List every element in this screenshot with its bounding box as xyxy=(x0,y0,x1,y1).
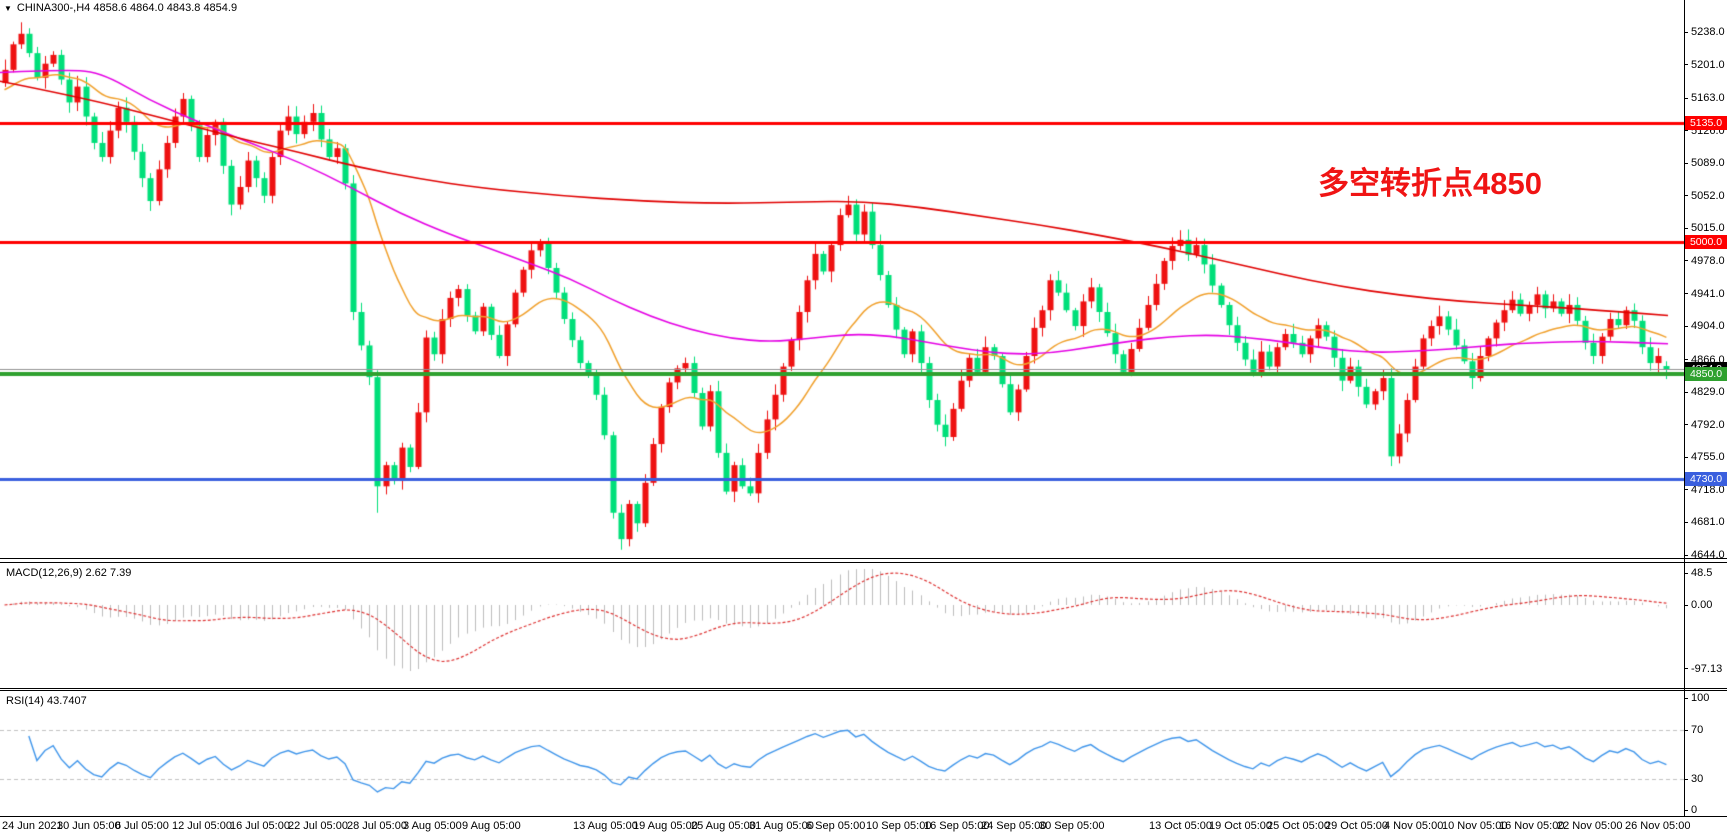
macd-main-value: 2.62 xyxy=(85,567,107,579)
price-tick-label: 5052.0 xyxy=(1684,190,1725,202)
time-tick-label: 24 Jun 2021 xyxy=(2,820,63,832)
price-tick-label: 5238.0 xyxy=(1684,26,1725,38)
macd-indicator-label: MACD(12,26,9) 2.62 7.39 xyxy=(6,567,131,579)
main-price-chart[interactable] xyxy=(0,0,1684,558)
time-tick-label: 6 Jul 05:00 xyxy=(115,820,169,832)
rsi-tick-label: 0 xyxy=(1684,804,1697,816)
time-tick-label: 9 Aug 05:00 xyxy=(462,820,521,832)
time-tick-label: 29 Oct 05:00 xyxy=(1325,820,1388,832)
time-tick-label: 22 Jul 05:00 xyxy=(288,820,348,832)
time-tick-label: 6 Sep 05:00 xyxy=(806,820,866,832)
price-tick-label: 4718.0 xyxy=(1684,484,1725,496)
time-tick-label: 25 Oct 05:00 xyxy=(1267,820,1330,832)
macd-name: MACD(12,26,9) xyxy=(6,567,83,579)
time-tick-label: 31 Aug 05:00 xyxy=(749,820,814,832)
macd-signal-value: 7.39 xyxy=(109,567,132,579)
rsi-indicator-label: RSI(14) 43.7407 xyxy=(6,695,87,707)
time-tick-label: 13 Aug 05:00 xyxy=(573,820,638,832)
rsi-indicator-chart[interactable] xyxy=(0,691,1684,816)
symbol-info-bar[interactable]: ▼ CHINA300-,H4 4858.6 4864.0 4843.8 4854… xyxy=(4,2,237,14)
rsi-tick-label: 30 xyxy=(1684,773,1703,785)
time-tick-label: 28 Jul 05:00 xyxy=(347,820,407,832)
rsi-tick-label: 70 xyxy=(1684,724,1703,736)
symbol-dropdown-icon[interactable]: ▼ xyxy=(4,3,12,13)
price-tick-label: 5163.0 xyxy=(1684,92,1725,104)
time-tick-label: 19 Oct 05:00 xyxy=(1209,820,1272,832)
time-tick-label: 22 Nov 05:00 xyxy=(1557,820,1623,832)
price-level-badge: 4850.0 xyxy=(1685,366,1727,381)
price-tick-label: 4904.0 xyxy=(1684,320,1725,332)
macd-tick-label: 48.5 xyxy=(1684,567,1712,579)
price-level-badge: 5135.0 xyxy=(1685,115,1727,130)
price-tick-label: 4941.0 xyxy=(1684,288,1725,300)
time-tick-label: 10 Sep 05:00 xyxy=(866,820,932,832)
panel-separator-rsi[interactable] xyxy=(0,688,1727,691)
price-level-badge: 5000.0 xyxy=(1685,234,1727,249)
rsi-value: 43.7407 xyxy=(46,695,87,707)
time-tick-label: 24 Sep 05:00 xyxy=(981,820,1047,832)
panel-separator-macd[interactable] xyxy=(0,558,1727,563)
time-tick-label: 16 Jul 05:00 xyxy=(230,820,290,832)
price-tick-label: 4792.0 xyxy=(1684,419,1725,431)
time-tick-label: 16 Sep 05:00 xyxy=(924,820,990,832)
time-tick-label: 13 Oct 05:00 xyxy=(1149,820,1212,832)
price-axis-border xyxy=(1684,0,1685,816)
time-tick-label: 4 Nov 05:00 xyxy=(1384,820,1444,832)
price-tick-label: 5015.0 xyxy=(1684,222,1725,234)
price-tick-label: 4755.0 xyxy=(1684,451,1725,463)
macd-tick-label: 0.00 xyxy=(1684,599,1712,611)
time-tick-label: 25 Aug 05:00 xyxy=(691,820,756,832)
time-tick-label: 16 Nov 05:00 xyxy=(1499,820,1565,832)
price-tick-label: 5089.0 xyxy=(1684,157,1725,169)
macd-indicator-chart[interactable] xyxy=(0,563,1684,688)
time-tick-label: 26 Nov 05:00 xyxy=(1625,820,1691,832)
time-tick-label: 12 Jul 05:00 xyxy=(172,820,232,832)
price-tick-label: 4681.0 xyxy=(1684,516,1725,528)
price-tick-label: 5201.0 xyxy=(1684,59,1725,71)
rsi-name: RSI(14) xyxy=(6,695,44,707)
time-tick-label: 10 Nov 05:00 xyxy=(1442,820,1508,832)
time-tick-label: 19 Aug 05:00 xyxy=(633,820,698,832)
symbol-ohlc-text: CHINA300-,H4 4858.6 4864.0 4843.8 4854.9 xyxy=(16,2,238,14)
time-tick-label: 30 Jun 05:00 xyxy=(57,820,121,832)
time-tick-label: 30 Sep 05:00 xyxy=(1039,820,1105,832)
rsi-tick-label: 100 xyxy=(1684,692,1709,704)
chart-text-annotation: 多空转折点4850 xyxy=(1318,166,1542,201)
time-axis-border xyxy=(0,816,1727,817)
price-tick-label: 4978.0 xyxy=(1684,255,1725,267)
macd-tick-label: -97.13 xyxy=(1684,663,1722,675)
price-tick-label: 4829.0 xyxy=(1684,386,1725,398)
price-level-badge: 4730.0 xyxy=(1685,472,1727,487)
price-tick-label: 4644.0 xyxy=(1684,549,1725,561)
time-tick-label: 3 Aug 05:00 xyxy=(403,820,462,832)
